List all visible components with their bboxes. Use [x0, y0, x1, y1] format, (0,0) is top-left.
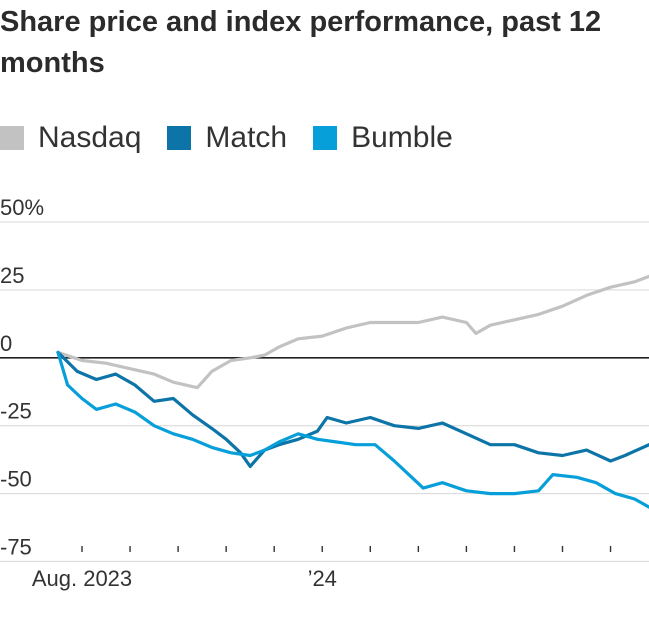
y-axis-labels: 50% 25 0 -25 -50 -75: [0, 195, 44, 559]
y-tick-label-3: -25: [0, 399, 32, 424]
series-line-nasdaq: [56, 274, 649, 390]
y-tick-label-4: -50: [0, 467, 32, 492]
legend-item-bumble: Bumble: [313, 121, 453, 155]
legend-swatch-nasdaq: [0, 126, 24, 150]
legend-item-match: Match: [167, 121, 287, 155]
x-axis: Aug. 2023 ’24: [32, 546, 612, 591]
chart-title: Share price and index performance, past …: [0, 6, 602, 79]
chart-legend: Nasdaq Match Bumble: [0, 118, 479, 158]
y-tick-label-2: 0: [0, 331, 12, 356]
legend-label-match: Match: [205, 121, 288, 154]
y-tick-label-5: -75: [0, 534, 32, 559]
legend-label-bumble: Bumble: [351, 121, 453, 154]
series-line-match: [56, 350, 649, 468]
legend-label-nasdaq: Nasdaq: [38, 121, 142, 154]
y-tick-label-0: 50%: [0, 195, 44, 220]
series-line-bumble: [56, 350, 649, 509]
legend-swatch-match: [167, 126, 192, 150]
x-tick-label-1: ’24: [308, 566, 337, 591]
series-layer: [56, 274, 649, 509]
x-tick-label-0: Aug. 2023: [32, 566, 132, 591]
gridlines: [0, 221, 649, 563]
legend-item-nasdaq: Nasdaq: [0, 121, 141, 155]
y-tick-label-1: 25: [0, 263, 24, 288]
legend-swatch-bumble: [313, 126, 338, 150]
